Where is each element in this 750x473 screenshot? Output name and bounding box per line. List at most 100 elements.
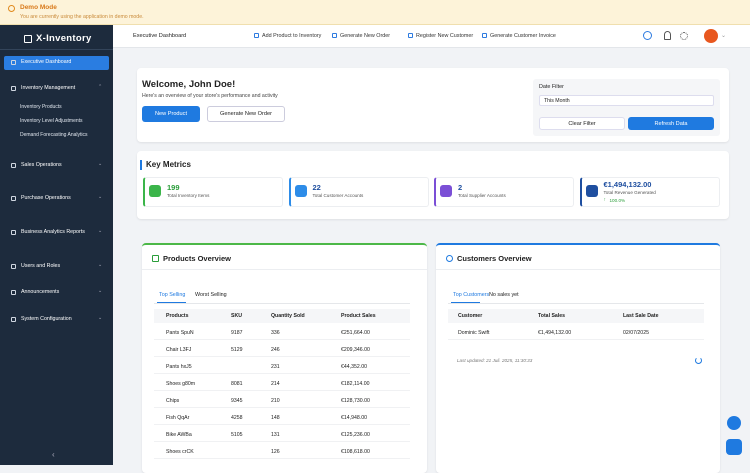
metric-value: 22: [312, 183, 321, 192]
user-menu-caret[interactable]: ⌄: [721, 33, 727, 39]
table-header-bg: [154, 309, 410, 323]
menu-caret: ⌃: [98, 84, 103, 90]
menu-item[interactable]: Sales Operations: [21, 162, 62, 168]
table-cell: Pants SpuN: [166, 330, 194, 336]
menu-caret: ⌄: [98, 161, 103, 167]
table-cell: €1,494,132.00: [538, 330, 572, 336]
section-marker: [140, 160, 142, 170]
menu-icon: [11, 264, 16, 269]
menu-icon: [11, 290, 16, 295]
table-cell: 231: [271, 364, 280, 370]
table-cell: €44,352.00: [341, 364, 367, 370]
metric-icon: [440, 185, 452, 197]
menu-item[interactable]: Users and Roles: [21, 263, 61, 269]
date-select[interactable]: This Month: [539, 95, 714, 106]
nav-action[interactable]: Generate New Order: [340, 33, 391, 39]
row-divider: [448, 339, 704, 340]
metric-value: €1,494,132.00: [603, 180, 652, 189]
menu-item[interactable]: Executive Dashboard: [21, 59, 72, 65]
table-cell: 4258: [231, 415, 243, 421]
table-cell: 214: [271, 381, 280, 387]
notifications-icon[interactable]: [664, 31, 671, 40]
menu-item[interactable]: System Configuration: [21, 316, 72, 322]
page-title: Executive Dashboard: [133, 33, 187, 39]
nav-action[interactable]: Register New Customer: [416, 33, 474, 39]
row-divider: [154, 356, 410, 357]
table-cell: 9187: [231, 330, 243, 336]
refresh-icon[interactable]: [695, 357, 702, 364]
table-cell: 5105: [231, 432, 243, 438]
column-header: SKU: [231, 313, 242, 319]
tab[interactable]: Top Selling: [159, 292, 186, 298]
top-nav: Executive Dashboard ⌄ Add Product to Inv…: [113, 25, 750, 48]
banner-message: You are currently using the application …: [20, 14, 144, 20]
nav-action[interactable]: Add Product to Inventory: [262, 33, 322, 39]
metric-label: Total Revenue Generated: [603, 190, 656, 195]
table-cell: Fish QqAr: [166, 415, 190, 421]
tab-divider: [448, 303, 704, 304]
menu-item[interactable]: Business Analytics Reports: [21, 229, 85, 235]
card-title: Products Overview: [163, 254, 231, 263]
table-cell: €128,730.00: [341, 398, 370, 404]
metric-icon: [294, 185, 307, 197]
generate-order-button[interactable]: Generate New Order: [207, 106, 285, 122]
column-header: Quantity Sold: [271, 313, 305, 319]
column-header: Customer: [458, 313, 483, 319]
menu-icon: [11, 86, 16, 91]
menu-item[interactable]: Announcements: [21, 289, 60, 295]
row-divider: [154, 407, 410, 408]
submenu-item[interactable]: Inventory Level Adjustments: [20, 118, 83, 124]
tab-divider: [154, 303, 410, 304]
customers-overview-card: Customers Overview Last updated: 21 Juli…: [436, 243, 720, 473]
table-cell: €251,664.00: [341, 330, 370, 336]
table-cell: 02/07/2025: [623, 330, 649, 336]
table-cell: €125,236.00: [341, 432, 370, 438]
table-cell: Shoes crCK: [166, 449, 194, 455]
submenu-item[interactable]: Inventory Products: [20, 104, 62, 110]
menu-item[interactable]: Inventory Management: [21, 85, 76, 91]
column-header: Total Sales: [538, 313, 566, 319]
menu-caret: ⌄: [98, 288, 103, 294]
scroll-down-button[interactable]: [727, 416, 741, 430]
tab[interactable]: Worst Selling: [195, 292, 227, 298]
menu-item[interactable]: Purchase Operations: [21, 195, 71, 201]
table-cell: Pants hxJ5: [166, 364, 192, 370]
metric-change: 100.0%: [609, 198, 626, 203]
table-cell: Shoes g80m: [166, 381, 196, 387]
brand[interactable]: X-Inventory: [36, 33, 92, 44]
menu-caret: ⌄: [98, 228, 103, 234]
date-select-value: This Month: [544, 98, 570, 104]
menu-icon: [11, 230, 16, 235]
menu-caret: ⌄: [98, 262, 103, 268]
clear-filter-button[interactable]: Clear Filter: [539, 117, 625, 130]
tab[interactable]: Top Customers: [453, 292, 490, 298]
refresh-data-button[interactable]: Refresh Data: [628, 117, 714, 130]
row-divider: [154, 424, 410, 425]
column-header: Products: [166, 313, 189, 319]
calculator-button[interactable]: [726, 439, 742, 455]
section-title: Key Metrics: [146, 160, 191, 169]
metric-label: Total Supplier Accounts: [458, 193, 506, 198]
brand-icon: [24, 35, 32, 43]
help-icon[interactable]: [643, 31, 652, 40]
metric-label: Total Inventory Items: [167, 193, 210, 198]
tab[interactable]: No sales yet: [489, 292, 519, 298]
nav-action-icon: [254, 33, 259, 38]
nav-action[interactable]: Generate Customer Invoice: [490, 33, 556, 39]
new-product-button[interactable]: New Product: [142, 106, 200, 122]
settings-icon[interactable]: [680, 32, 688, 40]
user-avatar[interactable]: [704, 29, 718, 43]
active-item-bg: [4, 56, 109, 70]
divider: [436, 269, 720, 270]
table-cell: 8081: [231, 381, 243, 387]
nav-action-icon: [332, 33, 337, 38]
card-title: Customers Overview: [457, 254, 532, 263]
active-tab-underline: [451, 302, 480, 303]
welcome-subtitle: Here's an overview of your store's perfo…: [142, 93, 278, 99]
table-cell: 131: [271, 432, 280, 438]
sidebar: X-Inventory ‹ Executive Dashboard Invento…: [0, 25, 113, 465]
column-header: Last Sale Date: [623, 313, 659, 319]
table-header-bg: [448, 309, 704, 323]
collapse-button[interactable]: ‹: [52, 450, 55, 459]
submenu-item[interactable]: Demand Forecasting Analytics: [20, 132, 88, 138]
